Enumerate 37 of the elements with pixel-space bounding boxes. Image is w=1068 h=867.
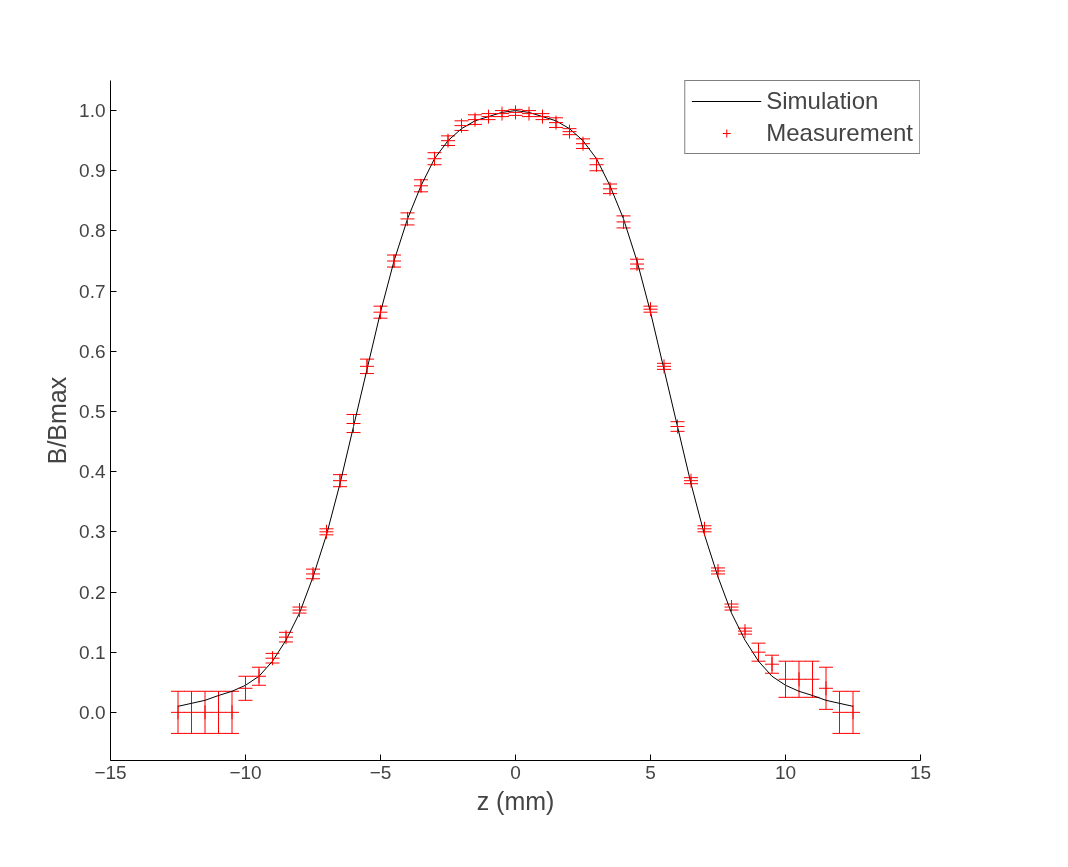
point [818,680,834,696]
point [724,599,739,615]
x-tick-label: −15 [94,761,127,783]
point [845,704,861,720]
x-tick-label: 0 [510,761,521,783]
y-tick-label: 0.3 [79,521,106,543]
y-tick-label: 0.8 [79,220,106,242]
point [224,704,240,720]
point [643,301,658,317]
point [170,704,186,720]
x-tick-label: 5 [645,761,656,783]
point [319,524,334,540]
point [710,563,726,579]
point [197,704,213,720]
x-tick-label: −5 [369,761,392,783]
y-tick-label: 0.6 [79,340,106,362]
point [656,358,672,374]
point [292,602,307,618]
legend-label: Simulation [766,87,879,115]
x-tick-label: −10 [229,761,262,783]
point [791,671,807,687]
y-tick-label: 0.4 [79,461,106,483]
point [697,521,712,537]
x-tick-label: 15 [909,761,932,783]
legend-label: Measurement [766,119,913,147]
x-axis-title: z (mm) [476,786,555,815]
y-tick-label: 0.7 [79,280,106,302]
y-tick-label: 0.0 [79,701,106,723]
point [737,623,753,639]
point [683,473,699,489]
y-tick-label: 0.2 [79,581,106,603]
y-axis-title: B/Bmax [43,376,72,465]
y-tick-label: 0.9 [79,160,106,182]
y-tick-label: 0.5 [79,400,106,422]
y-tick-label: 1.0 [79,100,106,122]
y-tick-label: 0.1 [79,641,106,663]
x-tick-label: 10 [774,761,797,783]
